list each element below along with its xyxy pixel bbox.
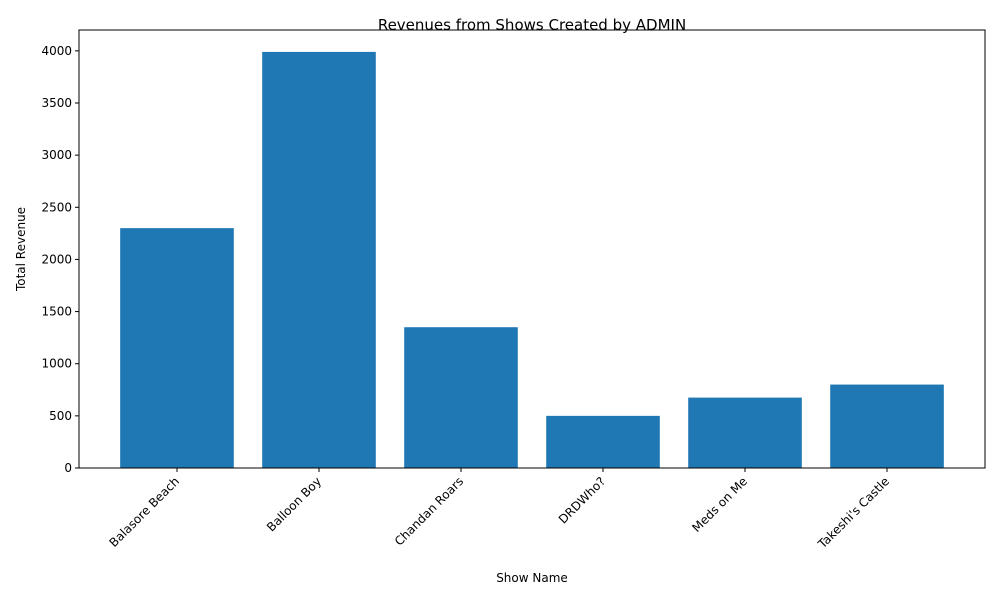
y-tick-label: 4000: [41, 44, 72, 58]
y-axis-label: Total Revenue: [14, 207, 28, 292]
y-tick-label: 3000: [41, 148, 72, 162]
y-tick-label: 1500: [41, 305, 72, 319]
x-tick-label: DRDWho?: [556, 474, 608, 526]
y-tick-label: 2500: [41, 200, 72, 214]
y-tick-label: 3500: [41, 96, 72, 110]
y-tick-label: 0: [64, 461, 72, 475]
bar-takeshi-s-castle: [830, 384, 944, 468]
y-tick-label: 2000: [41, 252, 72, 266]
x-tick-label: Balloon Boy: [264, 474, 324, 534]
bar-chandan-roars: [404, 327, 518, 468]
y-axis: 0 500 1000 1500 2000 2500 3000 3500 4000: [41, 44, 79, 475]
y-tick-label: 500: [49, 409, 72, 423]
bars-layer: [120, 51, 944, 469]
x-tick-label: Balasore Beach: [107, 474, 183, 550]
x-tick-label: Takeshi's Castle: [815, 474, 892, 551]
x-tick-label: Meds on Me: [689, 474, 750, 535]
bar-meds-on-me: [688, 397, 802, 468]
chart-title: Revenues from Shows Created by ADMIN: [378, 16, 686, 34]
x-tick-label: Chandan Roars: [392, 474, 466, 548]
plot-frame: [78, 29, 986, 469]
bar-balasore-beach: [120, 228, 234, 468]
bar-balloon-boy: [262, 51, 376, 469]
y-tick-label: 1000: [41, 357, 72, 371]
x-axis: Balasore Beach Balloon Boy Chandan Roars DR…: [107, 468, 892, 552]
bar-drdwho: [546, 415, 660, 468]
x-axis-label: Show Name: [496, 571, 568, 585]
